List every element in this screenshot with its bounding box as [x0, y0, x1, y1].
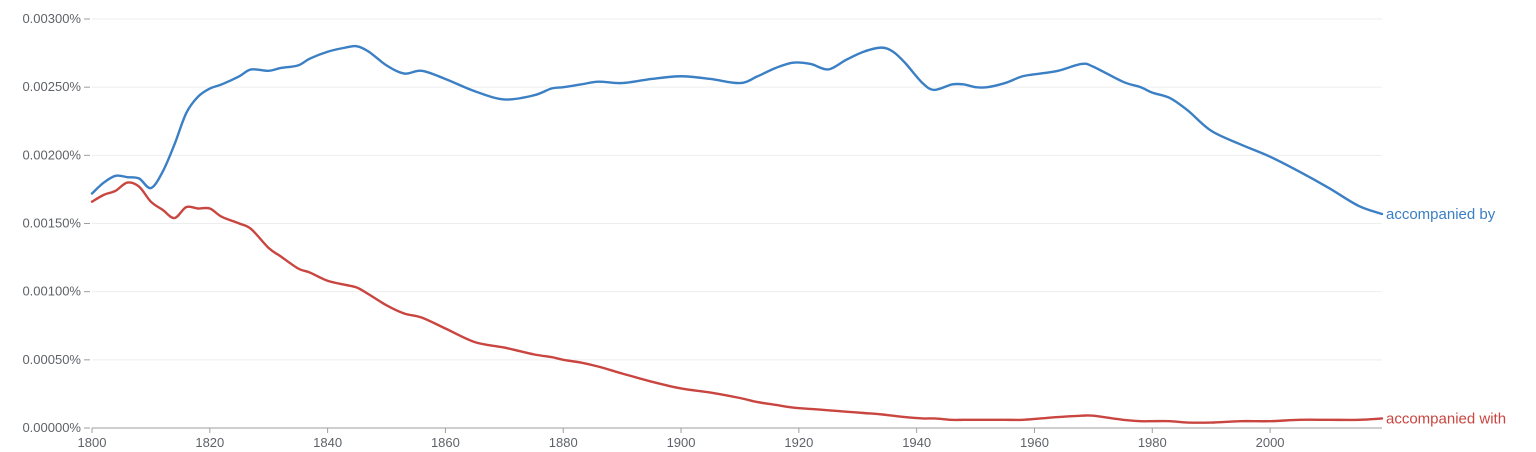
x-tick-label: 1800 — [78, 435, 107, 450]
y-tick-label: 0.00000% — [22, 420, 81, 435]
x-tick-label: 1840 — [313, 435, 342, 450]
y-tick-label: 0.00050% — [22, 352, 81, 367]
y-tick-label: 0.00200% — [22, 147, 81, 162]
x-tick-label: 1960 — [1020, 435, 1049, 450]
series-line-accompanied-by[interactable] — [90, 44, 1384, 216]
x-tick-label: 2000 — [1256, 435, 1285, 450]
series-labels: accompanied by accompanied with — [1386, 206, 1506, 428]
y-tick-label: 0.00150% — [22, 216, 81, 231]
y-tick-label: 0.00100% — [22, 284, 81, 299]
y-tick-label: 0.00250% — [22, 79, 81, 94]
y-axis: 0.00000% 0.00050% 0.00100% 0.00150% 0.00200%… — [22, 11, 90, 435]
x-tick-label: 1920 — [784, 435, 813, 450]
x-tick-label: 1880 — [549, 435, 578, 450]
x-tick-label: 1820 — [195, 435, 224, 450]
series-label-accompanied-with: accompanied with — [1386, 410, 1506, 427]
series-line-accompanied-with[interactable] — [90, 181, 1384, 424]
series-label-accompanied-by: accompanied by — [1386, 206, 1496, 223]
x-tick-label: 1980 — [1138, 435, 1167, 450]
series-lines — [90, 44, 1384, 424]
x-tick-label: 1860 — [431, 435, 460, 450]
x-axis: 1800 1820 1840 1860 1880 1900 1920 1940 1960 1980… — [78, 427, 1382, 450]
x-tick-label: 1900 — [667, 435, 696, 450]
y-tick-label: 0.00300% — [22, 11, 81, 26]
grid-lines — [92, 18, 1382, 361]
x-tick-label: 1940 — [902, 435, 931, 450]
